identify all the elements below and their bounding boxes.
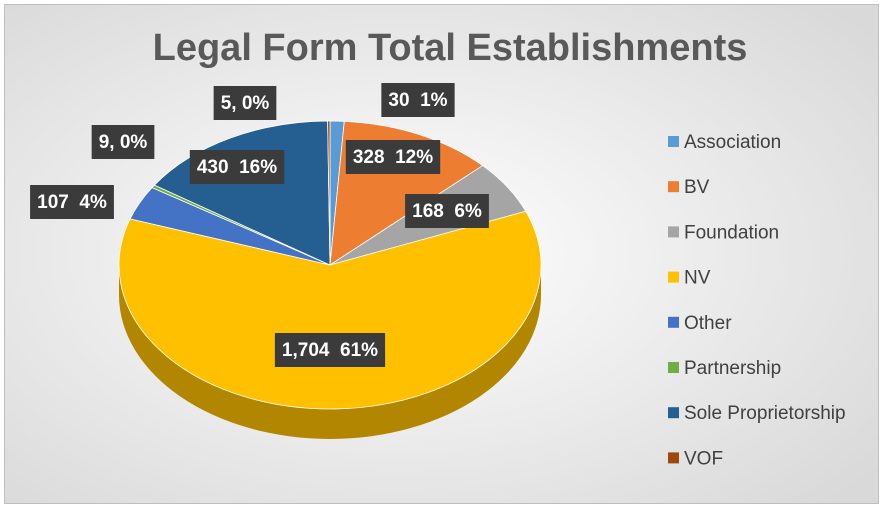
data-label-box bbox=[30, 185, 114, 219]
data-label: 30 1% bbox=[388, 90, 447, 111]
legend-swatch bbox=[668, 271, 679, 283]
data-label-box bbox=[381, 83, 455, 117]
data-label: 5, 0% bbox=[221, 93, 270, 114]
slice-side bbox=[119, 265, 541, 439]
data-label: 107 4% bbox=[37, 192, 107, 213]
data-label-box bbox=[274, 333, 386, 367]
legend-label: Association bbox=[684, 132, 781, 153]
legend-label: Partnership bbox=[684, 358, 781, 379]
data-label-box bbox=[405, 194, 489, 228]
data-label: 328 12% bbox=[353, 147, 433, 168]
legend-swatch bbox=[668, 362, 679, 373]
legend-label: VOF bbox=[684, 448, 723, 469]
data-label-box bbox=[345, 140, 441, 174]
legend-label: Sole Proprietorship bbox=[684, 403, 846, 424]
data-label: 9, 0% bbox=[99, 132, 148, 153]
legend-label: Foundation bbox=[684, 222, 779, 243]
legend-swatch bbox=[668, 136, 679, 147]
legend-swatch bbox=[668, 181, 679, 193]
legend-swatch bbox=[668, 452, 679, 464]
slice bbox=[327, 120, 331, 266]
data-label-box bbox=[189, 150, 285, 184]
data-label-box bbox=[91, 125, 155, 159]
legend-label: NV bbox=[684, 268, 711, 289]
legend-swatch bbox=[668, 226, 679, 238]
legend-label: Other bbox=[684, 313, 732, 334]
legend-label: BV bbox=[684, 177, 710, 198]
slice bbox=[118, 210, 542, 410]
chart-title: Legal Form Total Establishments bbox=[153, 27, 748, 69]
data-label-box bbox=[213, 86, 277, 120]
legend-swatch bbox=[668, 407, 679, 419]
data-label: 168 6% bbox=[412, 201, 482, 222]
data-label: 430 16% bbox=[197, 157, 277, 178]
legend-swatch bbox=[668, 316, 679, 328]
data-label: 1,704 61% bbox=[282, 340, 378, 361]
